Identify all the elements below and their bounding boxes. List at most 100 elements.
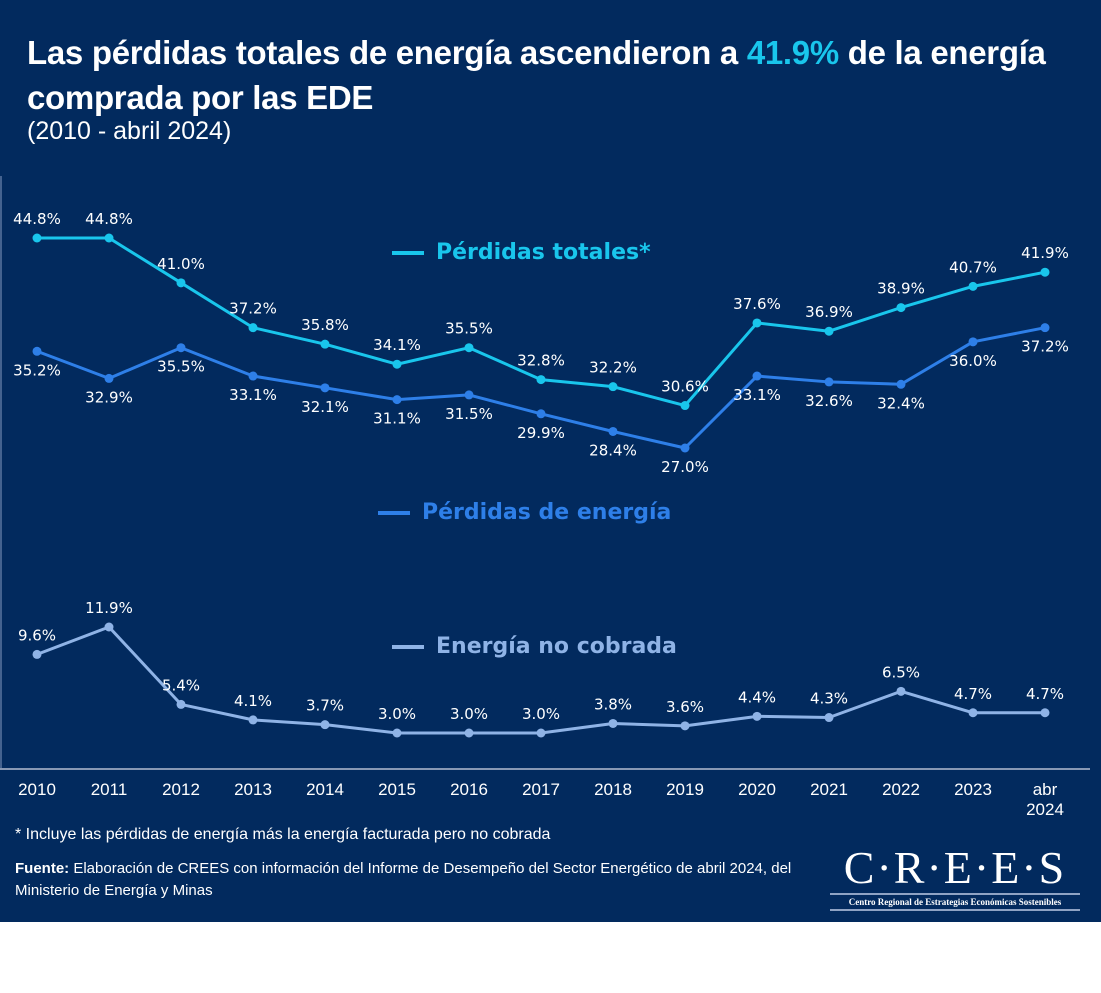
series-2: 9.6% 11.9% 5.4% 4.1% 3.7% 3.0% 3.0% 3.0% 3.8% 3.6… (18, 599, 1064, 738)
data-point (464, 390, 474, 400)
series-1: 35.2% 32.9% 35.5% 33.1% 32.1% 31.1% 31.5% 29.9%… (13, 323, 1069, 476)
data-label: 35.5% (445, 320, 493, 338)
data-point (248, 715, 258, 725)
data-label: 28.4% (589, 441, 637, 459)
data-label: 4.7% (1026, 685, 1064, 703)
data-point (680, 401, 690, 411)
x-tick-label: 2012 (151, 780, 211, 800)
data-label: 32.9% (85, 388, 133, 406)
legend-swatch (392, 250, 424, 255)
data-point (608, 718, 618, 728)
data-point (320, 720, 330, 730)
series-0: 44.8% 44.8% 41.0% 37.2% 35.8% 34.1% 35.5% 32.8%… (13, 210, 1069, 411)
data-point (608, 382, 618, 392)
data-point (968, 281, 978, 291)
data-point (1040, 323, 1050, 333)
legend-label: Pérdidas de energía (422, 500, 672, 525)
data-point (968, 337, 978, 347)
data-point (104, 373, 114, 383)
data-point (752, 318, 762, 328)
data-label: 37.2% (229, 300, 277, 318)
data-point (176, 699, 186, 709)
x-tick-text: 2017 (522, 780, 560, 799)
logo-wordmark: C·R·E·E·S (843, 842, 1067, 893)
data-label: 3.0% (450, 705, 488, 723)
x-tick-text: abr (1032, 780, 1058, 799)
data-point (824, 326, 834, 336)
data-point (968, 708, 978, 718)
data-label: 5.4% (162, 676, 200, 694)
x-tick-text: 2011 (90, 780, 128, 799)
crees-logo: C·R·E·E·S Centro Regional de Estrategias… (830, 843, 1080, 911)
x-tick-text: 2010 (18, 780, 56, 799)
data-label: 30.6% (661, 378, 709, 396)
data-label: 4.7% (954, 685, 992, 703)
data-label: 4.1% (234, 692, 272, 710)
data-point (320, 339, 330, 349)
data-label: 35.5% (157, 358, 205, 376)
x-tick-label: 2021 (799, 780, 859, 800)
title-highlight-value: 41.9% (746, 34, 839, 71)
data-label: 27.0% (661, 458, 709, 476)
x-tick-label: 2023 (943, 780, 1003, 800)
data-point (248, 371, 258, 381)
data-point (32, 346, 42, 356)
data-label: 33.1% (733, 386, 781, 404)
data-label: 32.1% (301, 398, 349, 416)
data-label: 36.0% (949, 352, 997, 370)
data-label: 32.2% (589, 359, 637, 377)
data-point (176, 343, 186, 353)
data-label: 34.1% (373, 336, 421, 354)
title-text-end: de la energía comprada por las EDE (27, 34, 1046, 116)
data-label: 32.6% (805, 392, 853, 410)
data-point (464, 728, 474, 738)
data-point (824, 377, 834, 387)
data-label: 36.9% (805, 303, 853, 321)
chart-title: Las pérdidas totales de energía ascendie… (27, 30, 1097, 120)
data-label: 32.8% (517, 352, 565, 370)
x-tick-label: 2014 (295, 780, 355, 800)
data-point (104, 622, 114, 632)
x-tick-text: 2022 (882, 780, 920, 799)
data-point (392, 728, 402, 738)
x-tick-text: 2014 (306, 780, 344, 799)
data-point (392, 359, 402, 369)
data-label: 41.9% (1021, 244, 1069, 262)
data-label: 4.3% (810, 690, 848, 708)
legend-label: Pérdidas totales* (436, 240, 651, 265)
data-point (176, 278, 186, 288)
data-label: 38.9% (877, 280, 925, 298)
x-axis-line (0, 768, 1090, 770)
x-tick-label: 2020 (727, 780, 787, 800)
legend-energia-no-cobrada: Energía no cobrada (392, 634, 677, 659)
data-point (392, 395, 402, 405)
line-chart: 44.8% 44.8% 41.0% 37.2% 35.8% 34.1% 35.5% 32.8%… (13, 210, 1069, 738)
x-tick-text: 2021 (810, 780, 848, 799)
logo-tagline: Centro Regional de Estrategias Económica… (830, 893, 1080, 911)
data-point (536, 375, 546, 385)
source-note: Fuente: Elaboración de CREES con informa… (15, 858, 805, 902)
x-tick-text: 2024 (1026, 800, 1064, 819)
data-point (752, 711, 762, 721)
x-tick-label: 2018 (583, 780, 643, 800)
data-label: 3.0% (522, 705, 560, 723)
x-tick-label: abr 2024 (1015, 780, 1075, 820)
x-tick-text: 2013 (234, 780, 272, 799)
data-point (608, 426, 618, 436)
data-point (32, 233, 42, 243)
data-label: 3.0% (378, 705, 416, 723)
data-point (680, 721, 690, 731)
data-point (680, 443, 690, 453)
data-label: 31.1% (373, 410, 421, 428)
x-tick-label: 2016 (439, 780, 499, 800)
data-label: 44.8% (85, 210, 133, 228)
legend-perdidas-energia: Pérdidas de energía (378, 500, 671, 525)
x-tick-text: 2012 (162, 780, 200, 799)
data-label: 31.5% (445, 405, 493, 423)
data-point (1040, 267, 1050, 277)
legend-swatch (392, 644, 424, 649)
x-tick-text: 2020 (738, 780, 776, 799)
data-point (824, 713, 834, 723)
data-label: 37.2% (1021, 338, 1069, 356)
left-frame-line (0, 176, 2, 768)
